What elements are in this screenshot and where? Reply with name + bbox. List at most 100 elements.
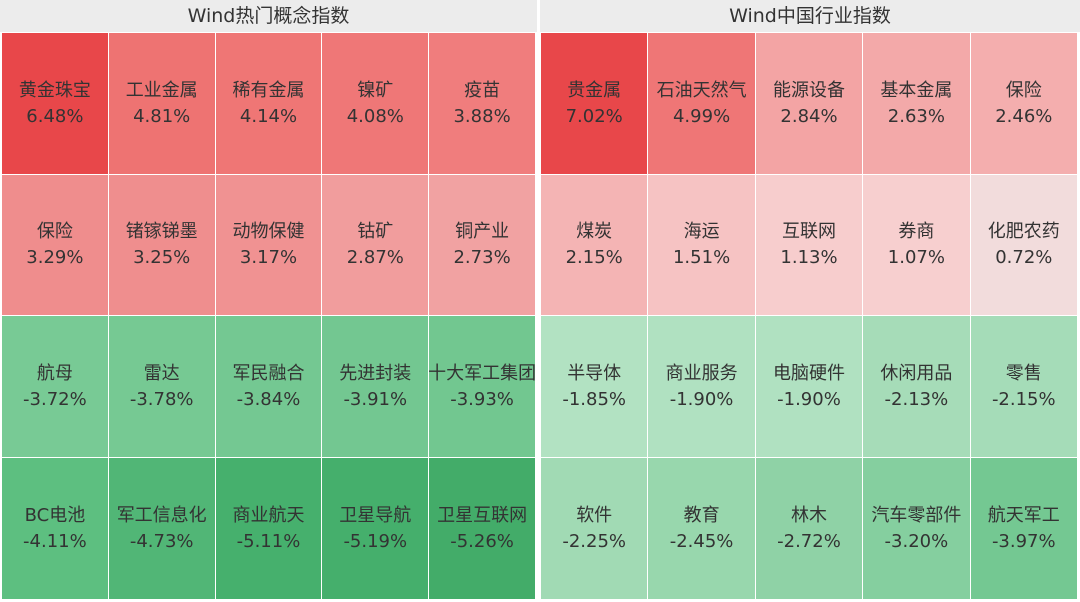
cell-change: 2.73%: [453, 247, 511, 268]
heat-cell: 石油天然气 4.99%: [648, 33, 755, 174]
cell-change: -2.25%: [562, 530, 627, 552]
heat-cell: 电脑硬件 -1.90%: [755, 316, 863, 457]
heat-cell: 能源设备 2.84%: [755, 33, 863, 174]
cell-name: 十大军工集团: [429, 362, 535, 384]
heat-cell: 林木 -2.72%: [755, 458, 863, 599]
heat-cell: 疫苗 3.88%: [429, 33, 535, 174]
cell-change: 2.15%: [565, 247, 623, 268]
cell-change: 3.29%: [26, 247, 84, 268]
heat-cell: 教育 -2.45%: [648, 458, 755, 599]
cell-name: 保险: [1005, 79, 1042, 101]
heat-cell: 保险 2.46%: [970, 33, 1077, 174]
cell-change: -3.91%: [343, 388, 408, 410]
cell-name: 军民融合: [232, 362, 305, 384]
cell-change: -2.45%: [669, 530, 734, 552]
heat-cell: 稀有金属 4.14%: [215, 33, 322, 174]
cell-change: 1.07%: [887, 247, 945, 268]
cell-name: 钴矿: [357, 221, 394, 242]
cell-change: -5.26%: [450, 530, 514, 552]
cell-name: 商业航天: [232, 504, 305, 526]
heat-cell: 铜产业 2.73%: [429, 175, 535, 315]
cell-name: 能源设备: [772, 79, 845, 101]
cell-name: 电脑硬件: [772, 362, 845, 384]
cell-name: 卫星导航: [339, 504, 412, 526]
cell-name: 半导体: [567, 362, 622, 384]
cell-name: 海运: [683, 221, 720, 242]
cell-name: 化肥农药: [987, 221, 1060, 242]
heat-cell: 化肥农药 0.72%: [970, 175, 1077, 315]
heat-cell: 半导体 -1.85%: [541, 316, 648, 457]
heat-cell: 钴矿 2.87%: [322, 175, 429, 315]
cell-change: -3.72%: [23, 388, 87, 410]
heat-cell: 煤炭 2.15%: [541, 175, 648, 315]
cell-change: -4.11%: [23, 530, 87, 552]
heat-cell: 卫星导航 -5.19%: [322, 458, 429, 599]
cell-name: 保险: [36, 221, 73, 242]
heat-cell: 雷达 -3.78%: [108, 316, 215, 457]
heat-cell: 航母 -3.72%: [2, 316, 108, 457]
cell-name: 卫星互联网: [437, 504, 528, 526]
cell-change: 4.81%: [133, 105, 191, 127]
cell-change: -2.15%: [991, 388, 1056, 410]
heat-cell: 互联网 1.13%: [755, 175, 863, 315]
cell-name: 石油天然气: [656, 79, 747, 101]
heat-cell: 汽车零部件 -3.20%: [863, 458, 970, 599]
heat-cell: 券商 1.07%: [863, 175, 970, 315]
cell-change: 4.08%: [346, 105, 404, 127]
cell-change: 3.25%: [133, 247, 191, 268]
heat-cell: 工业金属 4.81%: [108, 33, 215, 174]
heat-cell: 军民融合 -3.84%: [215, 316, 322, 457]
heat-cell: 软件 -2.25%: [541, 458, 648, 599]
cell-name: 雷达: [143, 362, 180, 384]
cell-change: -1.85%: [562, 388, 627, 410]
heat-cell: 休闲用品 -2.13%: [863, 316, 970, 457]
cell-change: 1.13%: [780, 247, 838, 268]
cell-name: 稀有金属: [232, 79, 305, 101]
heat-cell: 动物保健 3.17%: [215, 175, 322, 315]
heat-cell: 保险 3.29%: [2, 175, 108, 315]
cell-change: -3.20%: [884, 530, 949, 552]
cell-change: 7.02%: [565, 105, 623, 127]
cell-name: 航天军工: [987, 504, 1060, 526]
cell-name: 商业服务: [665, 362, 738, 384]
cell-name: 教育: [683, 504, 720, 526]
cell-name: 基本金属: [880, 79, 953, 101]
cell-change: -1.90%: [669, 388, 734, 410]
cell-name: 镍矿: [357, 79, 394, 101]
heat-cell: 先进封装 -3.91%: [322, 316, 429, 457]
cell-name: BC电池: [24, 504, 86, 526]
heat-cell: 十大军工集团 -3.93%: [429, 316, 535, 457]
heat-cell: 航天军工 -3.97%: [970, 458, 1077, 599]
cell-name: 铜产业: [455, 221, 510, 242]
heat-cell: 锗镓锑墨 3.25%: [108, 175, 215, 315]
cell-name: 券商: [898, 221, 935, 242]
cell-name: 零售: [1005, 362, 1042, 384]
cell-change: 3.88%: [453, 105, 511, 127]
heat-cell: 贵金属 7.02%: [541, 33, 648, 174]
cell-name: 疫苗: [464, 79, 501, 101]
cell-name: 工业金属: [125, 79, 198, 101]
cell-change: 6.48%: [26, 105, 84, 127]
cell-name: 休闲用品: [880, 362, 953, 384]
heat-cell: 海运 1.51%: [648, 175, 755, 315]
cell-change: -5.19%: [343, 530, 408, 552]
panel-title: Wind中国行业指数: [540, 0, 1080, 32]
heat-cell: 零售 -2.15%: [970, 316, 1077, 457]
heat-cell: 基本金属 2.63%: [863, 33, 970, 174]
panel-title: Wind热门概念指数: [0, 0, 537, 32]
cell-name: 煤炭: [576, 221, 613, 242]
cell-name: 互联网: [781, 221, 836, 242]
cell-change: 2.84%: [780, 105, 838, 127]
cell-change: -3.97%: [991, 530, 1056, 552]
cell-name: 动物保健: [232, 221, 305, 242]
cell-name: 贵金属: [567, 79, 622, 101]
cell-change: 4.99%: [672, 105, 731, 127]
cell-change: 4.14%: [239, 105, 298, 127]
cell-change: 3.17%: [239, 247, 298, 268]
cell-change: -2.13%: [884, 388, 949, 410]
cell-change: -3.93%: [450, 388, 514, 410]
cell-change: 2.46%: [995, 105, 1053, 127]
cell-name: 军工信息化: [116, 504, 207, 526]
heat-cell: 商业航天 -5.11%: [215, 458, 322, 599]
